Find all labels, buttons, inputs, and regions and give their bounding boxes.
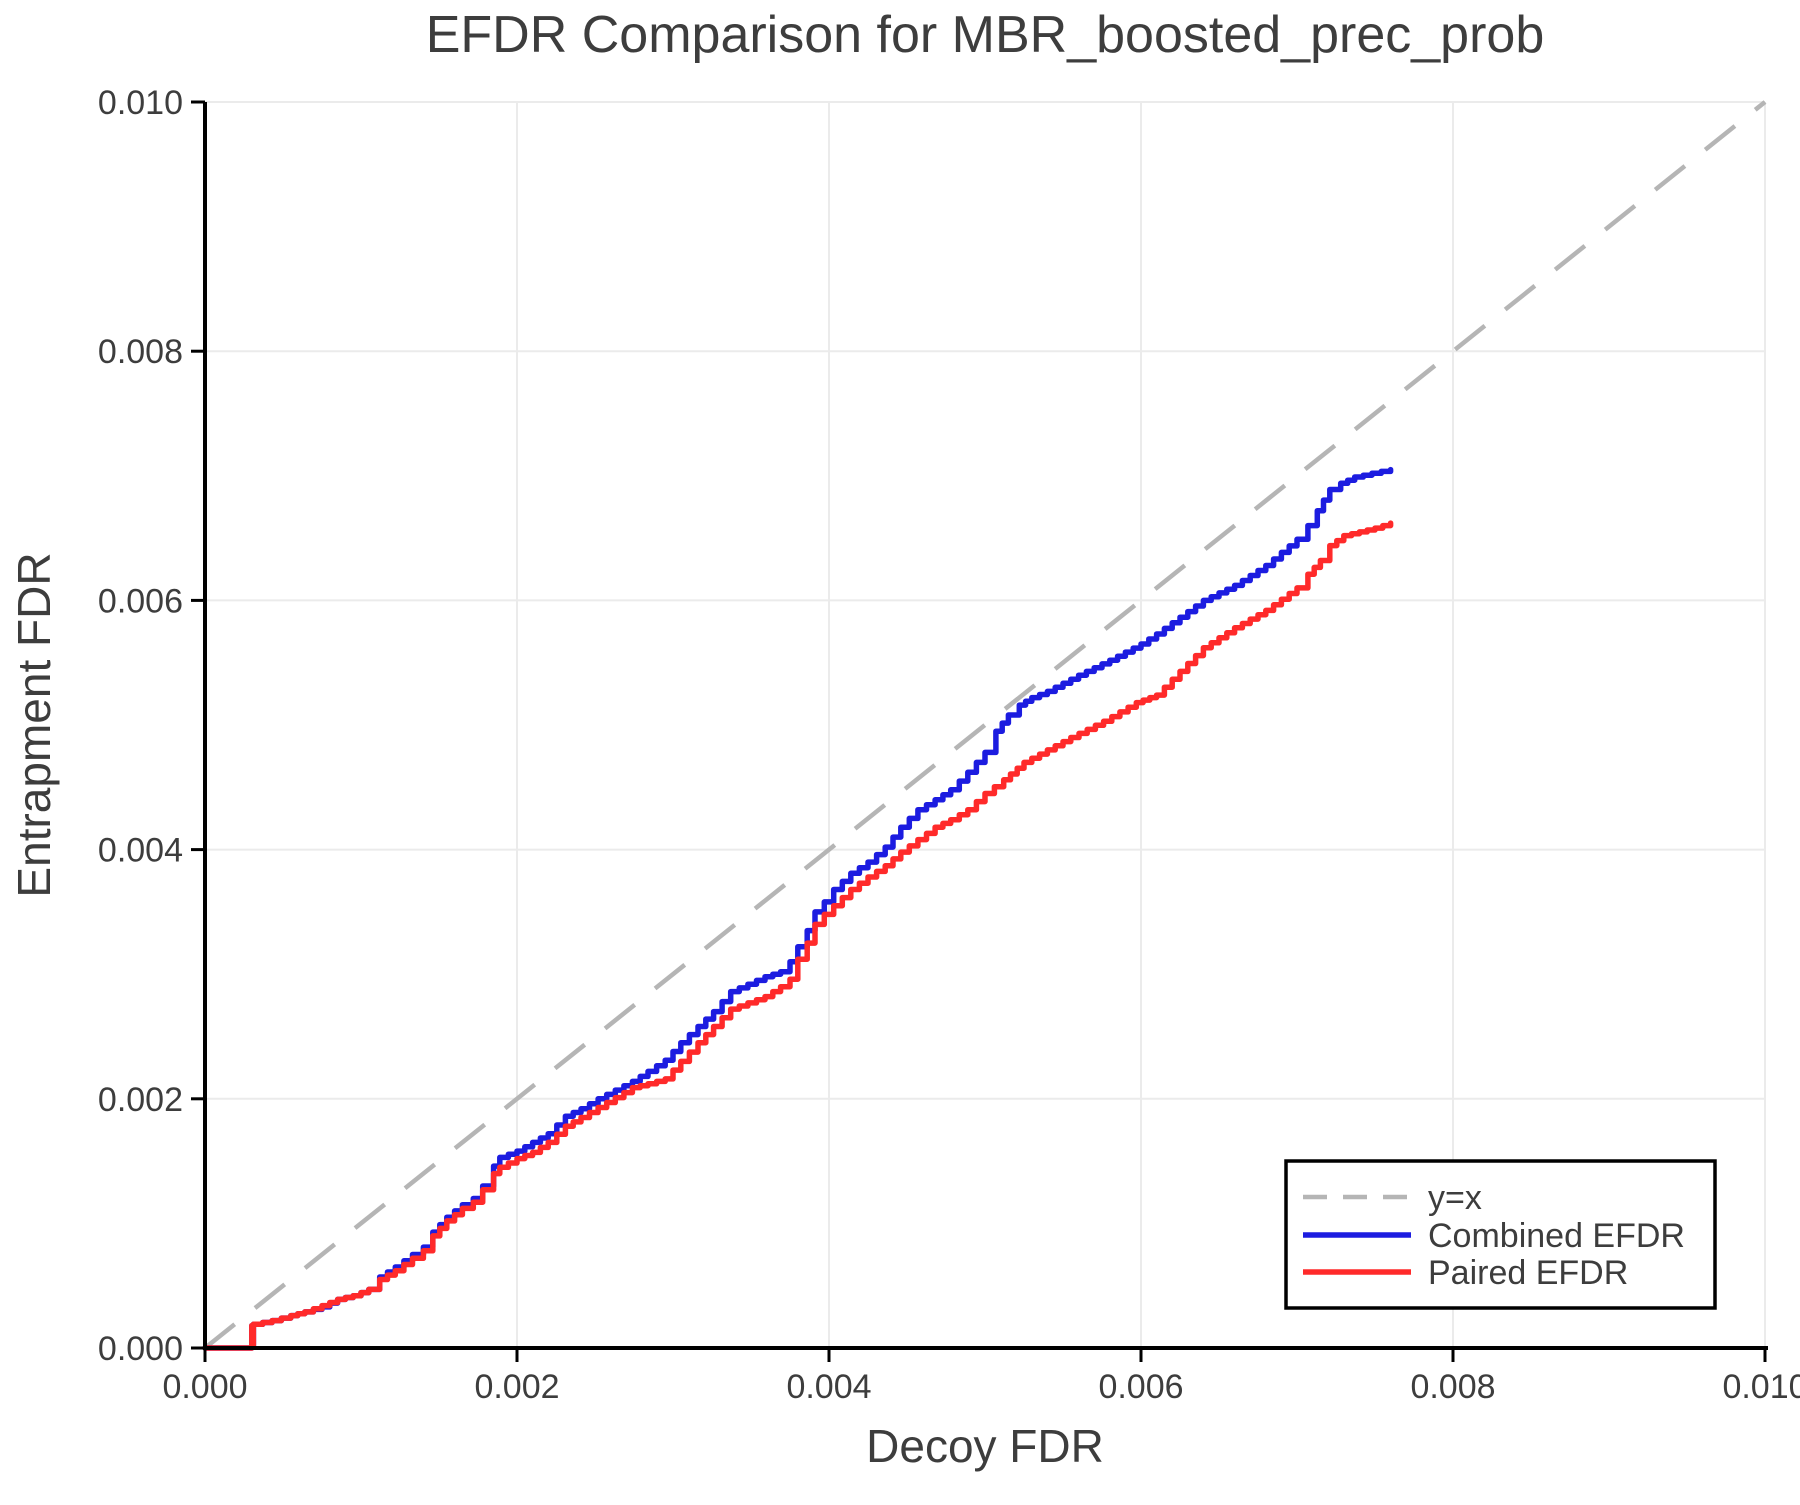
reference-diagonal-line [203,100,1767,1350]
y-tick-label: 0.008 [98,333,183,371]
y-tick-label: 0.010 [98,84,183,122]
y-tick-labels: 0.000 0.002 0.004 0.006 0.008 0.010 [98,84,183,1368]
x-tick-label: 0.004 [786,1368,871,1406]
legend-label-paired-efdr: Paired EFDR [1428,1254,1628,1292]
y-tick-label: 0.000 [98,1330,183,1368]
axis-ticks [191,100,1767,1362]
y-tick-label: 0.002 [98,1081,183,1119]
x-axis-label: Decoy FDR [866,1420,1104,1472]
x-tick-label: 0.010 [1722,1368,1800,1406]
x-tick-labels: 0.000 0.002 0.004 0.006 0.008 0.010 [162,1368,1800,1406]
x-tick-label: 0.000 [162,1368,247,1406]
y-tick-label: 0.004 [98,832,183,870]
legend-label-combined-efdr: Combined EFDR [1428,1217,1685,1255]
series-lines [202,466,1394,1351]
reference-diagonal-group [203,100,1767,1350]
legend: y=x Combined EFDR Paired EFDR [1284,1159,1717,1310]
x-tick-label: 0.008 [1410,1368,1495,1406]
y-axis-label: Entrapment FDR [8,552,60,897]
axes-spines [203,102,1768,1350]
legend-label-yx: y=x [1428,1179,1482,1217]
x-tick-label: 0.002 [474,1368,559,1406]
x-tick-label: 0.006 [1098,1368,1183,1406]
y-tick-label: 0.006 [98,582,183,620]
chart-title: EFDR Comparison for MBR_boosted_prec_pro… [426,6,1545,64]
series-line-paired-efdr [202,520,1394,1351]
